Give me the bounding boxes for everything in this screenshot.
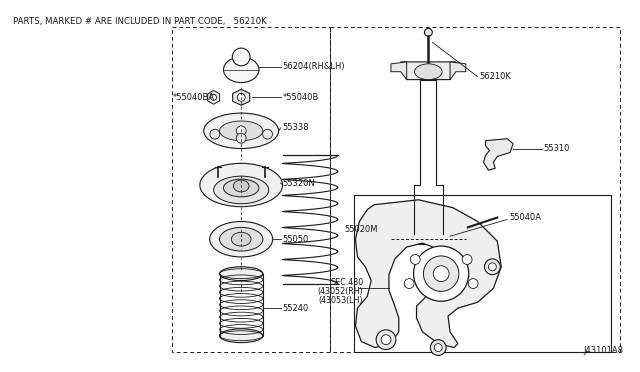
Text: *55040B: *55040B — [283, 93, 319, 102]
Ellipse shape — [200, 163, 283, 207]
Circle shape — [430, 340, 446, 355]
Polygon shape — [391, 230, 406, 247]
Text: 56210K: 56210K — [479, 72, 511, 81]
Circle shape — [236, 126, 246, 136]
Polygon shape — [233, 89, 250, 105]
Circle shape — [462, 254, 472, 264]
Circle shape — [484, 259, 500, 275]
Circle shape — [376, 330, 396, 350]
Text: *55040BA: *55040BA — [172, 93, 214, 102]
Circle shape — [236, 133, 246, 143]
Ellipse shape — [214, 176, 269, 204]
Circle shape — [386, 234, 396, 244]
Text: (43052(RH): (43052(RH) — [317, 287, 364, 296]
Text: SEC.430: SEC.430 — [330, 278, 364, 287]
Circle shape — [410, 254, 420, 264]
Ellipse shape — [234, 180, 249, 192]
Polygon shape — [401, 62, 456, 80]
Text: 55310: 55310 — [543, 144, 570, 153]
Circle shape — [435, 344, 442, 352]
Ellipse shape — [223, 179, 259, 197]
Ellipse shape — [220, 121, 263, 141]
Ellipse shape — [204, 113, 278, 148]
Text: PARTS, MARKED # ARE INCLUDED IN PART CODE,   56210K: PARTS, MARKED # ARE INCLUDED IN PART COD… — [13, 17, 266, 26]
Circle shape — [413, 246, 468, 301]
Circle shape — [381, 335, 391, 344]
Circle shape — [433, 266, 449, 282]
Text: 55020M: 55020M — [344, 225, 378, 234]
Circle shape — [488, 263, 497, 271]
Text: J43101A8: J43101A8 — [584, 346, 623, 355]
Circle shape — [211, 94, 216, 100]
Circle shape — [262, 129, 273, 139]
Text: 55050: 55050 — [283, 235, 309, 244]
Polygon shape — [355, 200, 501, 347]
Polygon shape — [207, 90, 220, 104]
Circle shape — [468, 279, 478, 289]
Circle shape — [404, 279, 414, 289]
Ellipse shape — [231, 232, 251, 246]
Polygon shape — [406, 230, 450, 244]
Text: 55240: 55240 — [283, 304, 309, 312]
Ellipse shape — [220, 267, 263, 280]
Bar — [172, 28, 330, 353]
Ellipse shape — [220, 227, 263, 251]
Polygon shape — [391, 62, 406, 80]
Circle shape — [424, 256, 459, 291]
Circle shape — [237, 93, 245, 101]
Polygon shape — [450, 62, 466, 80]
Polygon shape — [484, 139, 513, 170]
Text: 55338: 55338 — [283, 124, 309, 132]
Circle shape — [210, 129, 220, 139]
Ellipse shape — [415, 64, 442, 80]
Ellipse shape — [232, 48, 250, 66]
Text: 56204(RH&LH): 56204(RH&LH) — [283, 62, 345, 71]
Ellipse shape — [223, 57, 259, 83]
Circle shape — [461, 234, 470, 244]
Bar — [330, 28, 620, 353]
Circle shape — [424, 28, 432, 36]
Text: (43053(LH): (43053(LH) — [319, 296, 364, 305]
Text: 55320N: 55320N — [283, 179, 316, 187]
Ellipse shape — [220, 329, 263, 343]
Ellipse shape — [210, 221, 273, 257]
Text: 55040A: 55040A — [509, 213, 541, 222]
Polygon shape — [450, 230, 466, 247]
Circle shape — [462, 224, 470, 232]
Bar — [355, 195, 611, 353]
